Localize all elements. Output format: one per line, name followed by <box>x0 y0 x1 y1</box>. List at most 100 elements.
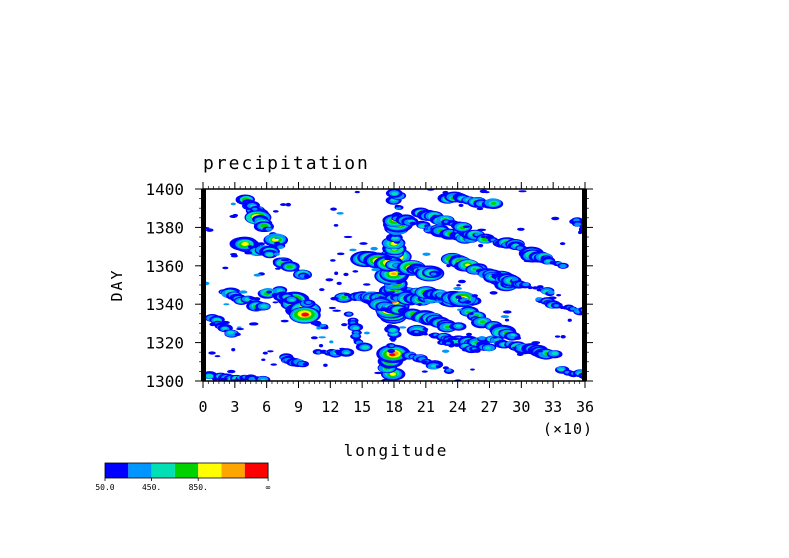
precip-cell <box>491 273 498 276</box>
precip-cell <box>280 203 287 206</box>
precip-cell <box>227 369 236 374</box>
precip-cell <box>451 337 460 341</box>
precip-cell <box>222 266 229 270</box>
x-tick-label: 18 <box>385 398 403 416</box>
precip-cell <box>422 360 428 363</box>
precip-blob <box>485 346 491 350</box>
precip-cell <box>483 191 490 194</box>
precip-cell <box>274 252 280 256</box>
precip-blob <box>341 295 347 299</box>
precip-blob <box>389 353 396 357</box>
precip-cell <box>363 331 370 335</box>
precip-blob <box>276 289 283 293</box>
colorbar-swatch <box>174 463 199 478</box>
precip-blob <box>389 328 397 333</box>
precip-cell <box>466 332 472 337</box>
x-tick-label: 3 <box>230 398 239 416</box>
precip-cell <box>489 291 498 295</box>
precip-blob <box>419 224 427 229</box>
precip-cell <box>523 260 532 263</box>
precip-cell <box>560 335 566 339</box>
precip-cell <box>406 217 414 220</box>
colorbar-swatch <box>244 463 269 478</box>
precip-blob <box>301 312 309 317</box>
precip-blob <box>266 252 274 257</box>
precip-cell <box>267 350 274 353</box>
precip-cell <box>488 322 498 325</box>
precip-cell <box>380 307 389 311</box>
precip-cell <box>457 279 466 284</box>
precip-cell <box>336 281 342 285</box>
x-tick-label: 0 <box>198 398 207 416</box>
precip-blob <box>445 368 452 372</box>
precip-feature-12 <box>465 264 555 297</box>
precip-cell <box>333 223 339 227</box>
precip-cell <box>434 300 443 303</box>
precip-feature-26 <box>312 348 355 358</box>
precip-cell <box>318 343 324 348</box>
x-tick-label: 9 <box>294 398 303 416</box>
precip-cell <box>516 352 524 357</box>
precip-cell <box>332 309 342 312</box>
y-tick-label: 1300 <box>145 372 184 391</box>
precip-cell <box>512 346 517 349</box>
precip-cell <box>492 336 498 339</box>
precip-cell <box>371 267 381 272</box>
precip-blob <box>386 324 394 328</box>
precip-cell <box>220 320 230 325</box>
precip-blob <box>361 345 369 350</box>
precip-feature-19 <box>535 297 585 316</box>
precip-cell <box>236 327 245 331</box>
precip-cell <box>257 242 266 246</box>
precip-cell <box>330 296 339 301</box>
y-tick-label: 1340 <box>145 295 184 314</box>
colorbar-swatch <box>151 463 175 478</box>
precip-blob <box>472 268 477 271</box>
precip-blob <box>346 312 352 316</box>
precip-blob <box>422 332 428 336</box>
precip-feature-29 <box>401 351 455 374</box>
precip-blob <box>234 332 241 337</box>
colorbar-label: ∞ <box>266 483 271 492</box>
precip-blob <box>448 344 455 348</box>
precip-blob <box>435 365 441 368</box>
precip-cell <box>453 286 463 291</box>
precip-blob <box>389 372 397 376</box>
precip-cell <box>456 255 462 258</box>
precip-blob <box>286 264 294 269</box>
x-tick-label: 27 <box>480 398 498 416</box>
precip-cell <box>470 368 475 371</box>
precip-blob <box>260 304 268 308</box>
precip-blob <box>551 351 559 356</box>
precip-cell <box>446 264 451 268</box>
precip-cell <box>457 308 462 311</box>
precip-cell <box>362 283 371 286</box>
precip-blob <box>547 290 555 295</box>
precip-cell <box>359 242 368 245</box>
precip-blob <box>490 201 497 205</box>
precip-cell <box>214 355 221 358</box>
x-axis-ticks: 0 3 6 9 12 15 18 21 24 27 30 33 36 <box>198 182 594 416</box>
precip-cell <box>384 257 393 261</box>
precip-cell <box>343 235 353 239</box>
precip-cell <box>476 207 484 211</box>
y-tick-label: 1400 <box>145 180 184 199</box>
precip-cell <box>397 272 407 276</box>
y-axis-ticks: 1300 1320 1340 1360 1380 1400 <box>145 180 593 391</box>
precip-cell <box>330 207 337 211</box>
precip-blob <box>389 344 395 348</box>
precip-cell <box>274 236 280 240</box>
precip-cell <box>424 229 431 233</box>
precip-cell <box>478 243 484 248</box>
precip-cell <box>310 336 318 340</box>
x-tick-label: 6 <box>262 398 271 416</box>
x-multiplier-label: (×10) <box>543 420 593 438</box>
colorbar-label: 50.0 <box>95 483 114 492</box>
precip-blob <box>431 364 437 368</box>
precip-cell <box>325 278 334 282</box>
precip-cell <box>336 252 345 256</box>
precip-blob <box>394 204 400 208</box>
precip-cell <box>374 294 379 298</box>
precip-blob <box>570 307 576 311</box>
precip-feature-15 <box>496 237 569 269</box>
